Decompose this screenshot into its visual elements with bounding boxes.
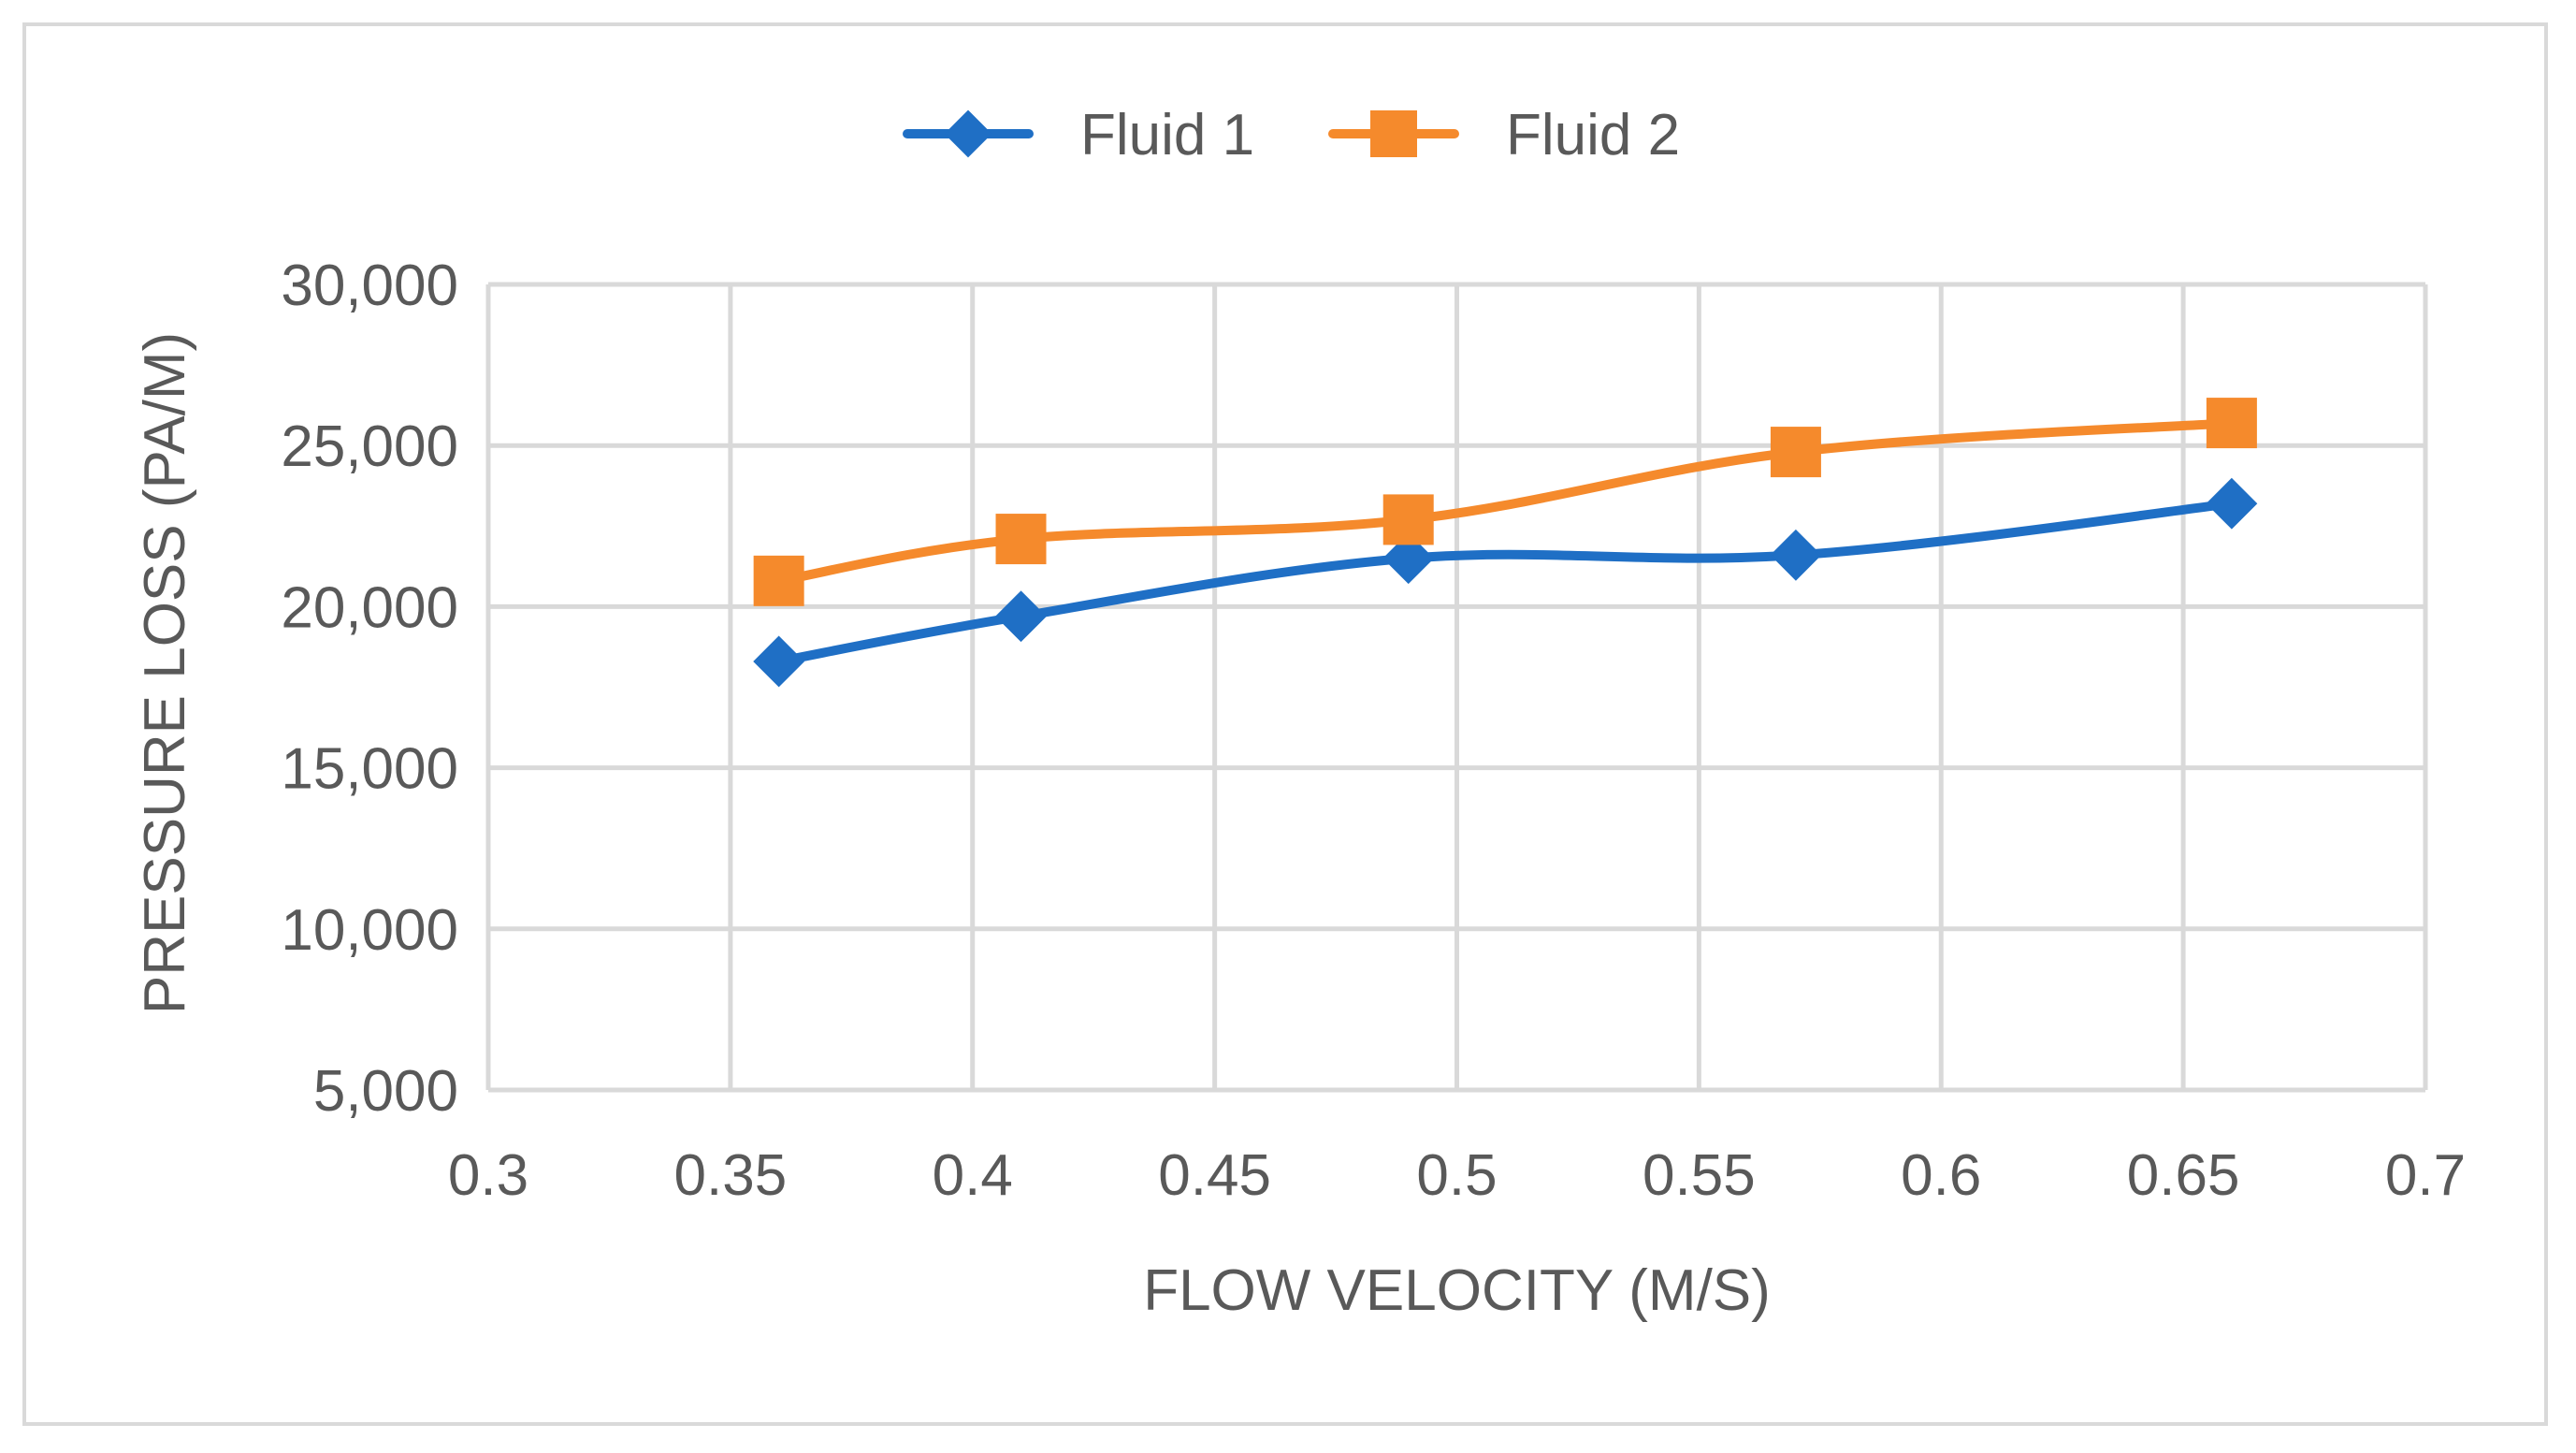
x-axis-tick-labels: 0.3 0.35 0.4 0.45 0.5 0.55 0.6 0.65 0.7: [448, 1143, 2466, 1208]
legend: Fluid 1 Fluid 2: [903, 103, 1680, 167]
fluid-2-data-point: [995, 514, 1047, 565]
fluid-1-data-point: [753, 635, 805, 688]
x-tick-label: 0.4: [933, 1143, 1013, 1208]
legend-swatch-marker: [1370, 110, 1417, 157]
fluid-1-data-point: [2206, 477, 2258, 530]
x-tick-label: 0.35: [674, 1143, 788, 1208]
y-tick-label: 20,000: [281, 575, 458, 640]
y-axis-tick-labels: 5,000 10,000 15,000 20,000 25,000 30,000: [281, 254, 458, 1124]
x-tick-label: 0.3: [448, 1143, 528, 1208]
y-tick-label: 10,000: [281, 898, 458, 963]
fluid-2-data-point: [1770, 427, 1821, 478]
fluid-2-data-point: [753, 555, 804, 606]
x-tick-label: 0.55: [1643, 1143, 1756, 1208]
fluid-1-data-point: [1382, 532, 1435, 585]
x-tick-label: 0.5: [1416, 1143, 1497, 1208]
fluid-1-data-point: [1770, 529, 1822, 581]
gridlines: [485, 282, 2428, 1093]
y-tick-label: 25,000: [281, 414, 458, 479]
series-markers: [753, 398, 2258, 688]
legend-item-fluid-2: Fluid 2: [1328, 103, 1680, 167]
y-tick-label: 30,000: [281, 254, 458, 318]
legend-label: Fluid 1: [1080, 103, 1254, 167]
y-tick-label: 15,000: [281, 737, 458, 802]
x-tick-label: 0.6: [1901, 1143, 1981, 1208]
fluid-1-data-point: [995, 590, 1047, 643]
y-tick-label: 5,000: [313, 1059, 458, 1124]
fluid-1-line: [774, 499, 2236, 666]
x-tick-label: 0.65: [2127, 1143, 2240, 1208]
fluid-2-data-point: [1382, 494, 1434, 545]
y-axis-title: PRESSURE LOSS (PA/M): [133, 332, 197, 1014]
legend-label: Fluid 2: [1506, 103, 1680, 167]
x-axis-title: FLOW VELOCITY (M/S): [1143, 1258, 1771, 1323]
fluid-2-data-point: [2206, 398, 2257, 449]
chart-frame: [22, 22, 2548, 1426]
x-tick-label: 0.7: [2385, 1143, 2466, 1208]
legend-swatch-marker: [944, 109, 992, 158]
series-lines: [774, 418, 2236, 666]
legend-item-fluid-1: Fluid 1: [903, 103, 1254, 167]
x-tick-label: 0.45: [1158, 1143, 1271, 1208]
fluid-2-line: [774, 418, 2236, 586]
